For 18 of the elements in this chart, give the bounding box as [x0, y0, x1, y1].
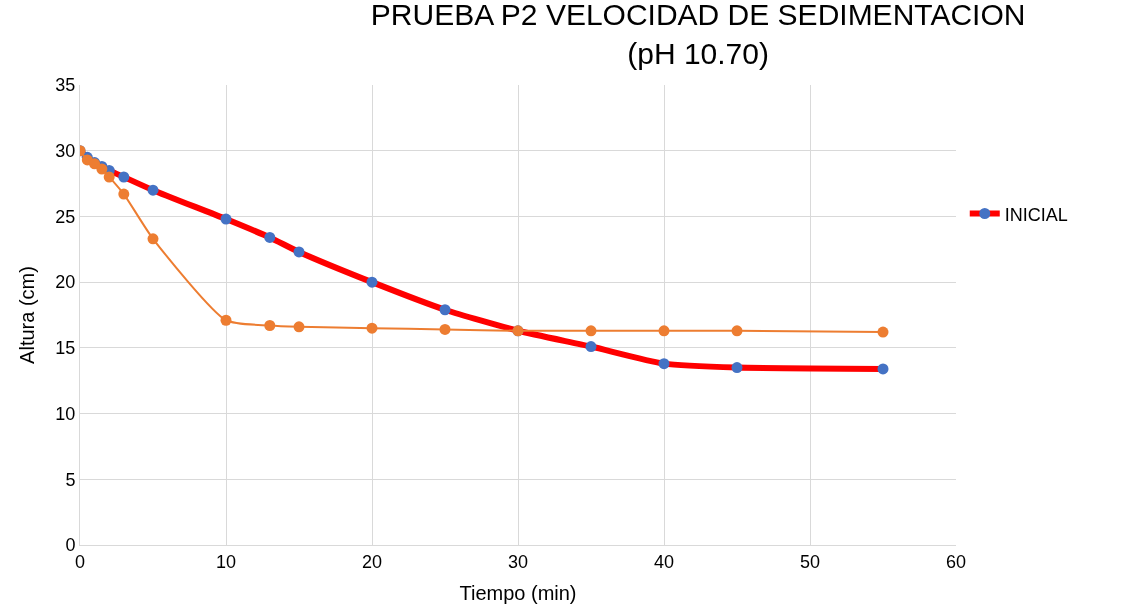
- x-tick-label: 40: [653, 551, 675, 572]
- x-tick-label: 60: [945, 551, 967, 572]
- legend-label: INICIAL: [1004, 204, 1068, 225]
- y-tick-label: 10: [55, 403, 76, 424]
- y-tick-label: 15: [55, 338, 76, 359]
- x-tick-label: 30: [507, 551, 529, 572]
- y-tick-label: 0: [65, 535, 76, 556]
- y-tick-label: 30: [55, 141, 76, 162]
- y-tick-label: 35: [55, 75, 76, 96]
- x-axis-title: Tiempo (min): [459, 582, 577, 605]
- x-tick-label: 50: [799, 551, 821, 572]
- y-axis-title: Altura (cm): [15, 266, 38, 364]
- y-tick-label: 25: [55, 206, 76, 227]
- y-tick-label: 5: [65, 469, 76, 490]
- y-tick-label: 20: [55, 272, 76, 293]
- x-tick-label: 10: [215, 551, 237, 572]
- x-tick-label: 20: [361, 551, 383, 572]
- chart-title: PRUEBA P2 VELOCIDAD DE SEDIMENTACION (pH 10.70): [370, 0, 1026, 70]
